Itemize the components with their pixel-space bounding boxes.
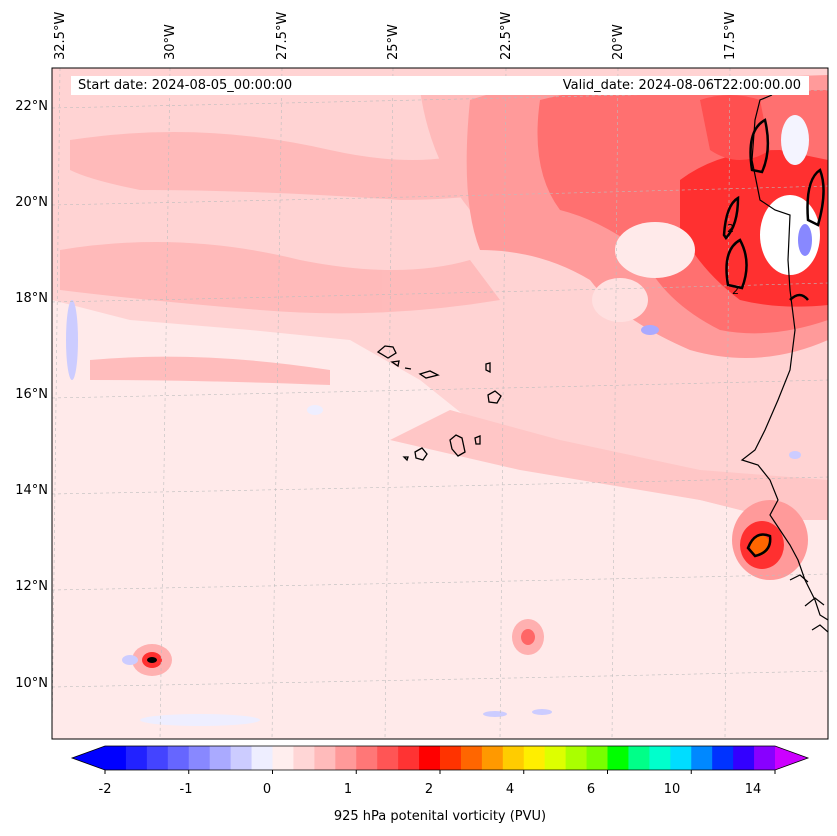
colorbar-segment [335, 746, 357, 770]
lon-label: 25°W [386, 24, 401, 60]
pv-small-features [66, 300, 801, 726]
colorbar-segment [523, 746, 546, 770]
colorbar-segment [691, 746, 713, 770]
colorbar-tick: 6 [586, 782, 596, 797]
colorbar-segment [670, 746, 692, 770]
colorbar-segment [460, 746, 483, 770]
colorbar-segment [188, 746, 211, 770]
colorbar-segment [377, 746, 399, 770]
colorbar-segment [251, 746, 273, 770]
colorbar-segment [209, 746, 232, 770]
contour-label: 2 [727, 222, 734, 235]
colorbar-segment [146, 746, 169, 770]
colorbar-segment [481, 746, 504, 770]
lon-label: 20°W [611, 24, 626, 60]
colorbar-tick: 10 [663, 782, 681, 797]
coastline [740, 94, 828, 633]
colorbar-segment [502, 746, 525, 770]
colorbar-segment [167, 746, 190, 770]
valid-date-label: Valid_date: 2024-08-06T22:00:00.00 [562, 78, 801, 93]
pv-field [52, 68, 828, 739]
colorbar-tick: -2 [98, 782, 112, 797]
colorbar-segment [314, 746, 336, 770]
colorbar-extend-low [72, 746, 105, 770]
colorbar-segment [105, 746, 127, 770]
colorbar-segment [565, 746, 588, 770]
gridlines [52, 68, 828, 739]
colorbar-label: 925 hPa potenital vorticity (PVU) [333, 809, 547, 824]
lat-label: 20°N [15, 195, 48, 210]
lat-label: 22°N [15, 99, 48, 114]
colorbar-segment [712, 746, 734, 770]
contour-label: 2 [732, 284, 739, 297]
lon-label: 27.5°W [275, 11, 290, 60]
lon-label: 32.5°W [53, 11, 68, 60]
start-date-label: Start date: 2024-08-05_00:00:00 [78, 78, 293, 93]
pv-band [390, 410, 828, 520]
colorbar-segment [586, 746, 608, 770]
colorbar-extend-high [775, 746, 808, 770]
lon-label: 17.5°W [723, 11, 738, 60]
colorbar-tick: 4 [505, 782, 515, 797]
colorbar-segment [125, 746, 148, 770]
colorbar-segment [230, 746, 253, 770]
islands [376, 345, 502, 462]
colorbar-segment [356, 746, 378, 770]
colorbar-segment [649, 746, 671, 770]
map-frame [51, 67, 829, 740]
colorbar-tick: 14 [744, 782, 762, 797]
colorbar-segment [628, 746, 650, 770]
lon-label: 30°W [163, 24, 178, 60]
colorbar-segment [293, 746, 315, 770]
lat-label: 14°N [15, 483, 48, 498]
colorbar-tick: 2 [424, 782, 434, 797]
lon-label: 22.5°W [499, 11, 514, 60]
colorbar-segment [544, 746, 567, 770]
colorbar-tick: 0 [262, 782, 272, 797]
colorbar-segment [419, 746, 441, 770]
colorbar-segment [754, 746, 776, 770]
colorbar-tick: 1 [343, 782, 353, 797]
lat-label: 12°N [15, 579, 48, 594]
colorbar-segment [607, 746, 629, 770]
colorbar-segment [440, 746, 462, 770]
colorbar-segment [272, 746, 294, 770]
lat-label: 18°N [15, 291, 48, 306]
lat-label: 10°N [15, 676, 48, 691]
colorbar-segment [733, 746, 755, 770]
lat-label: 16°N [15, 387, 48, 402]
colorbar-segment [398, 746, 420, 770]
header-box [71, 76, 809, 95]
colorbar [70, 745, 810, 774]
colorbar-tick: -1 [179, 782, 193, 797]
